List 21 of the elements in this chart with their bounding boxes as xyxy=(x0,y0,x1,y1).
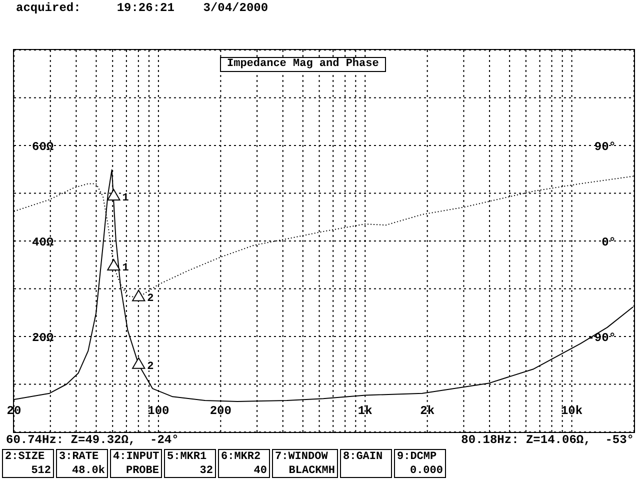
text: 6:MKR2 40 xyxy=(221,450,267,478)
x-tick-label: 1k xyxy=(358,404,372,418)
y2-tick-label: 0° xyxy=(602,235,616,250)
text: 80.18Hz: Z=14.06Ω, -53° xyxy=(461,433,634,447)
y-tick-label: 40Ω xyxy=(32,235,54,250)
text: 9:DCMP 0.000 xyxy=(397,450,443,478)
text: Impedance Mag and Phase xyxy=(220,57,386,72)
text: 3:RATE 48.0k xyxy=(59,450,105,478)
y-tick-label: 20Ω xyxy=(32,330,54,345)
text: 2:SIZE 512 xyxy=(5,450,51,478)
annotation: 2 xyxy=(147,360,154,373)
x-tick-label: 2k xyxy=(420,404,435,418)
x-tick-label: 10k xyxy=(560,404,583,418)
text: acquired: 19:26:21 3/04/2000 xyxy=(16,1,268,15)
text: 60.74Hz: Z=49.32Ω, -24° xyxy=(6,433,179,447)
text: 8:GAIN xyxy=(343,450,384,464)
x-tick-label: 100 xyxy=(148,404,170,418)
text: 5:MKR1 32 xyxy=(167,450,213,478)
x-tick-label: 200 xyxy=(210,404,232,418)
text: 4:INPUT PROBE xyxy=(113,450,160,478)
text: 7:WINDOW BLACKMH xyxy=(275,450,335,478)
